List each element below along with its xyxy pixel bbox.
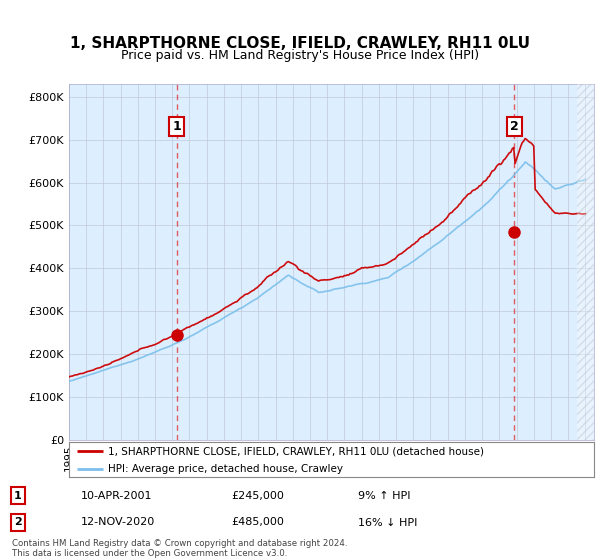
Text: £485,000: £485,000 bbox=[231, 517, 284, 528]
Text: 1: 1 bbox=[173, 120, 181, 133]
Text: 1, SHARPTHORNE CLOSE, IFIELD, CRAWLEY, RH11 0LU: 1, SHARPTHORNE CLOSE, IFIELD, CRAWLEY, R… bbox=[70, 36, 530, 50]
Text: 10-APR-2001: 10-APR-2001 bbox=[81, 491, 152, 501]
Text: £245,000: £245,000 bbox=[231, 491, 284, 501]
Bar bbox=[577, 84, 594, 440]
Text: 2: 2 bbox=[14, 517, 22, 528]
Text: 2: 2 bbox=[510, 120, 518, 133]
Text: 9% ↑ HPI: 9% ↑ HPI bbox=[358, 491, 410, 501]
Text: HPI: Average price, detached house, Crawley: HPI: Average price, detached house, Craw… bbox=[109, 464, 343, 474]
Text: 1: 1 bbox=[14, 491, 22, 501]
Text: Contains HM Land Registry data © Crown copyright and database right 2024.
This d: Contains HM Land Registry data © Crown c… bbox=[12, 539, 347, 558]
Text: 12-NOV-2020: 12-NOV-2020 bbox=[81, 517, 155, 528]
Text: 1, SHARPTHORNE CLOSE, IFIELD, CRAWLEY, RH11 0LU (detached house): 1, SHARPTHORNE CLOSE, IFIELD, CRAWLEY, R… bbox=[109, 446, 484, 456]
Text: 16% ↓ HPI: 16% ↓ HPI bbox=[358, 517, 417, 528]
Text: Price paid vs. HM Land Registry's House Price Index (HPI): Price paid vs. HM Land Registry's House … bbox=[121, 49, 479, 63]
